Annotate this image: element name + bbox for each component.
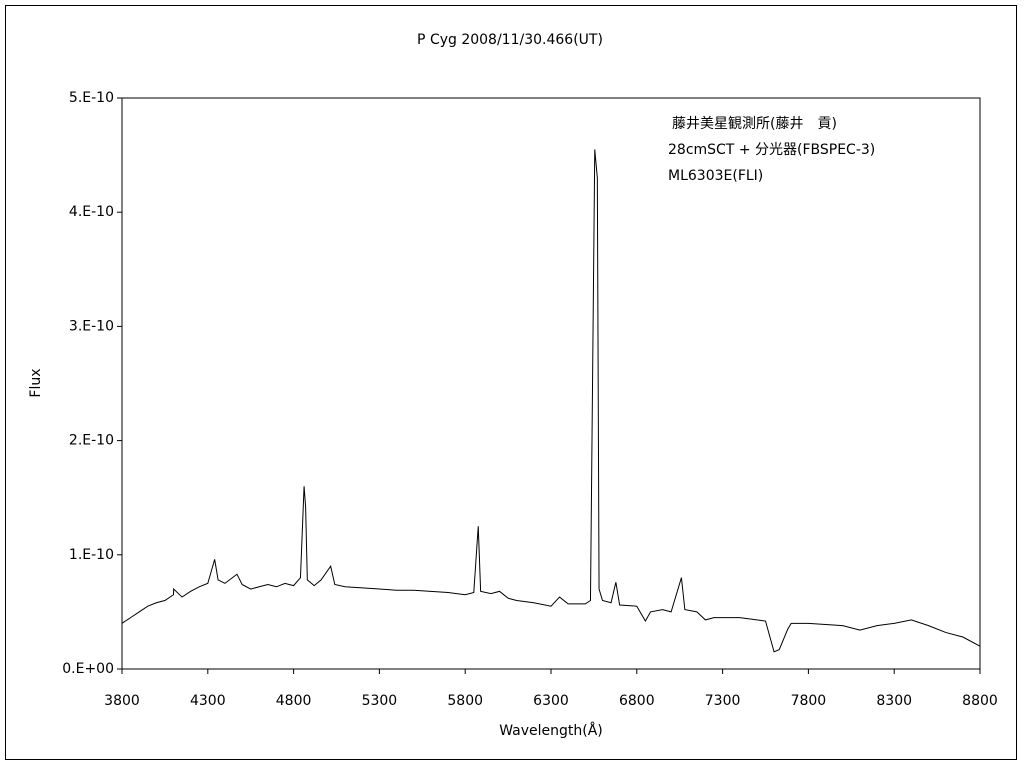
x-tick-label: 4800 <box>276 693 312 709</box>
y-tick-label: 4.E-10 <box>69 204 114 220</box>
spectrum-line <box>121 149 981 653</box>
x-tick-label: 8300 <box>876 693 912 709</box>
y-tick-label: 3.E-10 <box>69 318 114 334</box>
chart-frame <box>5 5 1017 760</box>
annotation: 28cmSCT + 分光器(FBSPEC-3) <box>668 142 875 158</box>
y-tick-label: 5.E-10 <box>69 90 114 106</box>
x-axis-label: Wavelength(Å) <box>499 722 603 739</box>
x-tick-label: 8800 <box>962 693 998 709</box>
x-tick-label: 6800 <box>619 693 655 709</box>
annotation: ML6303E(FLI) <box>668 168 763 184</box>
x-tick-label: 5800 <box>447 693 483 709</box>
y-axis-label: Flux <box>28 368 44 397</box>
annotation: 藤井美星観測所(藤井 貢) <box>672 115 837 132</box>
y-tick-label: 0.E+00 <box>62 661 114 677</box>
x-tick-label: 6300 <box>533 693 569 709</box>
x-tick-label: 5300 <box>362 693 398 709</box>
y-tick-label: 1.E-10 <box>69 547 114 563</box>
y-tick-label: 2.E-10 <box>69 433 114 449</box>
chart-title: P Cyg 2008/11/30.466(UT) <box>417 32 603 48</box>
x-tick-label: 4300 <box>190 693 226 709</box>
plot-area <box>121 97 981 670</box>
x-tick-label: 7300 <box>705 693 741 709</box>
x-tick-label: 7800 <box>791 693 827 709</box>
x-tick-label: 3800 <box>104 693 140 709</box>
